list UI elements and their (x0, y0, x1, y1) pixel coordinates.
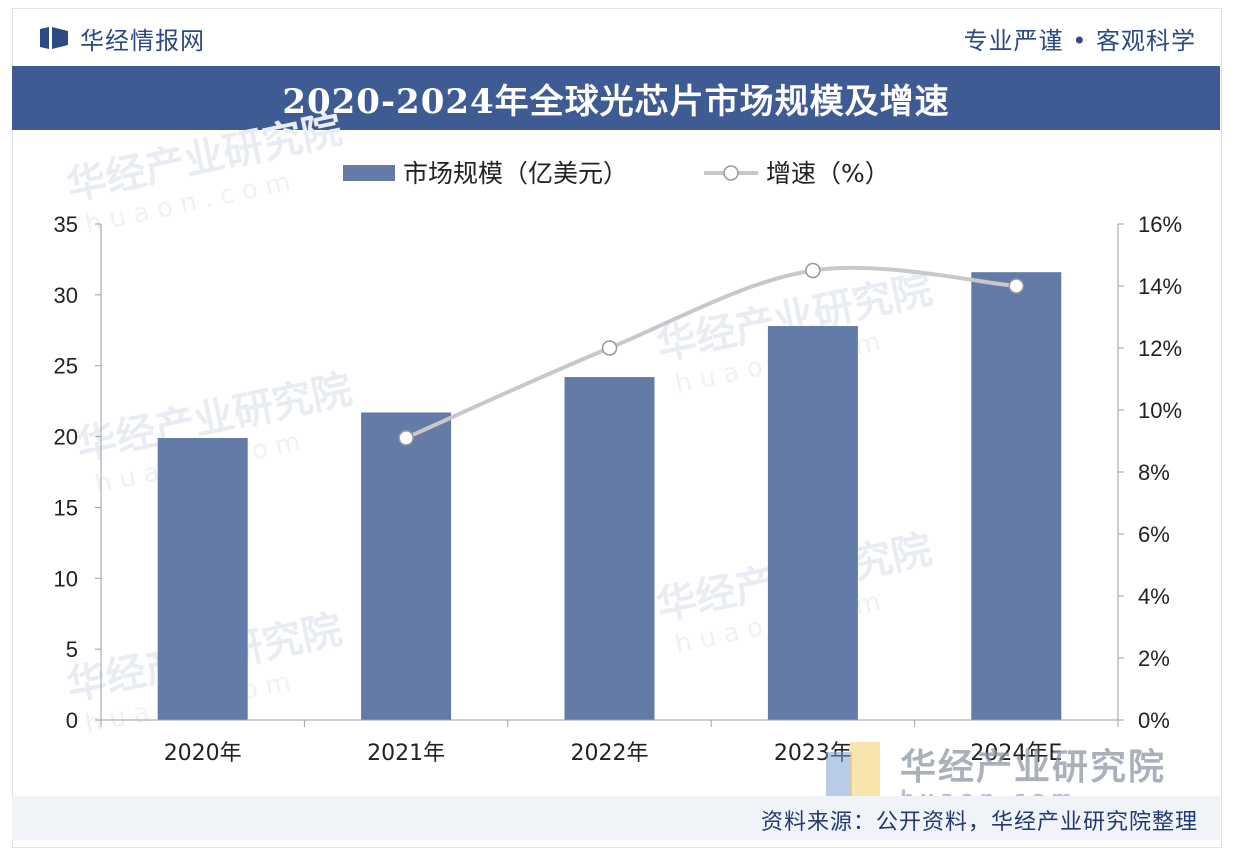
axes-layer: 0 5 10 15 20 25 30 35 0% 2% 4% 6% 8% 10% 12% 14% 16% 2020… (54, 212, 1183, 766)
bar-3 (767, 326, 858, 720)
legend: 市场规模（亿美元） 增速（%） (343, 159, 890, 188)
motto: 专业严谨 • 客观科学 (963, 26, 1196, 55)
header: 华经情报网 专业严谨 • 客观科学 (12, 12, 1222, 64)
bars-layer (157, 272, 1062, 720)
x-tick-label: 2020年 (164, 741, 242, 766)
legend-line-marker (723, 165, 739, 181)
y-right-tick-label: 0% (1138, 708, 1170, 733)
bar-0 (157, 437, 248, 720)
y-right-tick-label: 6% (1138, 522, 1170, 547)
y-left-tick-label: 20 (54, 425, 78, 450)
y-left-tick-label: 25 (54, 354, 78, 379)
brand: 华经情报网 (12, 21, 205, 56)
source-text: 资料来源：公开资料，华经产业研究院整理 (760, 810, 1198, 835)
brand-logo-icon (40, 27, 68, 49)
x-tick-label: 2023年 (774, 741, 852, 766)
title-bar: 2020-2024年全球光芯片市场规模及增速 (12, 66, 1220, 130)
chart-title: 2020-2024年全球光芯片市场规模及增速 (282, 81, 950, 122)
x-tick-label: 2021年 (367, 741, 445, 766)
growth-line (405, 265, 1017, 440)
legend-bar-label: 市场规模（亿美元） (403, 159, 628, 188)
y-left-tick-label: 15 (54, 495, 78, 520)
y-right-tick-label: 12% (1138, 336, 1182, 361)
y-right-tick-label: 4% (1138, 584, 1170, 609)
growth-point-0 (398, 430, 414, 446)
growth-point-1 (601, 340, 618, 356)
x-tick-label: 2024年E (970, 741, 1062, 766)
brand-name: 华经情报网 (80, 26, 205, 55)
y-left-tick-label: 0 (66, 708, 78, 733)
y-right-tick-label: 16% (1138, 212, 1182, 237)
bar-2 (564, 377, 655, 720)
bar-1 (361, 412, 452, 720)
line-layer (398, 262, 1025, 446)
growth-point-2 (805, 262, 821, 279)
y-right-tick-label: 8% (1138, 460, 1170, 485)
source-bar: 资料来源：公开资料，华经产业研究院整理 (12, 796, 1220, 840)
x-tick-label: 2022年 (571, 741, 649, 766)
y-left-tick-label: 30 (54, 283, 78, 308)
bar-4 (971, 272, 1062, 720)
y-right-tick-label: 10% (1138, 398, 1182, 423)
y-right-tick-label: 14% (1138, 274, 1182, 299)
y-left-tick-label: 35 (54, 212, 78, 237)
y-left-tick-label: 10 (54, 566, 78, 591)
y-left-tick-label: 5 (66, 637, 78, 662)
legend-bar-swatch (343, 165, 395, 181)
legend-line-label: 增速（%） (766, 159, 890, 188)
y-right-tick-label: 2% (1138, 646, 1170, 671)
growth-point-3 (1008, 278, 1025, 294)
